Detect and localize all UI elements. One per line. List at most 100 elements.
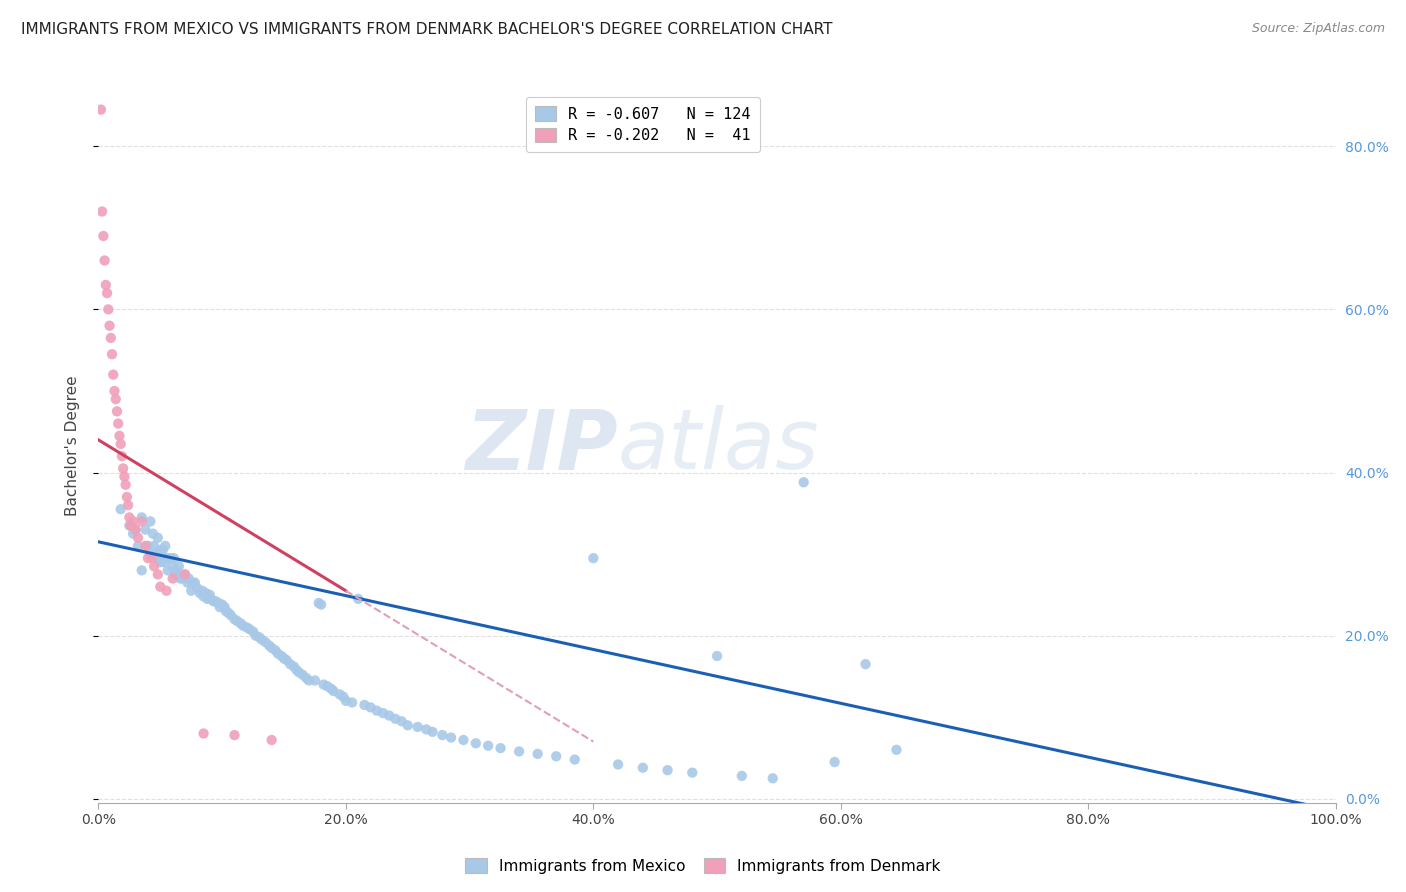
- Point: [208, 600, 231, 615]
- Point: [146, 567, 169, 582]
- Point: [304, 673, 326, 688]
- Point: [180, 583, 202, 598]
- Point: [202, 594, 225, 608]
- Point: [406, 720, 429, 734]
- Point: [260, 733, 283, 747]
- Point: [657, 763, 679, 777]
- Point: [217, 606, 239, 620]
- Text: Source: ZipAtlas.com: Source: ZipAtlas.com: [1251, 22, 1385, 36]
- Point: [582, 551, 605, 566]
- Point: [308, 596, 330, 610]
- Point: [312, 677, 335, 691]
- Point: [360, 700, 382, 714]
- Point: [141, 551, 163, 566]
- Point: [316, 679, 339, 693]
- Point: [159, 551, 181, 566]
- Point: [464, 736, 486, 750]
- Point: [276, 653, 298, 667]
- Point: [177, 572, 200, 586]
- Point: [415, 723, 437, 737]
- Point: [103, 384, 125, 398]
- Point: [146, 531, 169, 545]
- Point: [105, 404, 128, 418]
- Point: [236, 620, 259, 634]
- Point: [226, 614, 249, 628]
- Point: [122, 526, 145, 541]
- Point: [165, 563, 187, 577]
- Point: [155, 583, 177, 598]
- Point: [149, 580, 172, 594]
- Point: [165, 567, 187, 582]
- Point: [319, 681, 342, 696]
- Point: [124, 523, 146, 537]
- Point: [155, 539, 177, 553]
- Point: [174, 567, 197, 582]
- Point: [127, 531, 149, 545]
- Point: [681, 765, 703, 780]
- Point: [238, 622, 260, 636]
- Point: [152, 543, 174, 558]
- Point: [340, 696, 363, 710]
- Point: [322, 684, 344, 698]
- Point: [176, 575, 198, 590]
- Point: [120, 518, 142, 533]
- Point: [335, 694, 357, 708]
- Point: [156, 563, 179, 577]
- Point: [118, 518, 141, 533]
- Point: [96, 286, 118, 301]
- Point: [142, 526, 165, 541]
- Point: [91, 204, 114, 219]
- Point: [224, 612, 246, 626]
- Point: [149, 555, 172, 569]
- Point: [564, 753, 586, 767]
- Point: [347, 591, 370, 606]
- Point: [143, 547, 166, 561]
- Point: [546, 749, 568, 764]
- Point: [155, 551, 177, 566]
- Point: [250, 632, 273, 647]
- Point: [114, 477, 136, 491]
- Point: [353, 698, 375, 712]
- Point: [371, 706, 394, 720]
- Point: [143, 559, 166, 574]
- Point: [186, 582, 208, 596]
- Point: [391, 714, 413, 729]
- Point: [112, 461, 135, 475]
- Point: [163, 551, 186, 566]
- Point: [288, 665, 311, 680]
- Point: [191, 583, 214, 598]
- Point: [97, 302, 120, 317]
- Point: [139, 547, 162, 561]
- Point: [278, 657, 301, 672]
- Point: [90, 103, 112, 117]
- Point: [247, 630, 270, 644]
- Point: [169, 572, 191, 586]
- Point: [134, 523, 156, 537]
- Text: atlas: atlas: [619, 406, 820, 486]
- Point: [153, 555, 176, 569]
- Point: [131, 510, 153, 524]
- Point: [267, 647, 290, 661]
- Point: [508, 744, 530, 758]
- Point: [245, 629, 267, 643]
- Point: [706, 648, 728, 663]
- Point: [193, 590, 215, 604]
- Point: [489, 741, 512, 756]
- Point: [162, 559, 184, 574]
- Text: IMMIGRANTS FROM MEXICO VS IMMIGRANTS FROM DENMARK BACHELOR'S DEGREE CORRELATION : IMMIGRANTS FROM MEXICO VS IMMIGRANTS FRO…: [21, 22, 832, 37]
- Point: [94, 277, 117, 292]
- Point: [193, 726, 215, 740]
- Point: [731, 769, 754, 783]
- Point: [122, 515, 145, 529]
- Point: [200, 591, 222, 606]
- Point: [134, 539, 156, 553]
- Point: [117, 498, 139, 512]
- Point: [824, 755, 846, 769]
- Text: ZIP: ZIP: [465, 406, 619, 486]
- Point: [254, 635, 277, 649]
- Point: [93, 253, 115, 268]
- Point: [174, 567, 197, 582]
- Point: [332, 690, 354, 704]
- Point: [264, 643, 287, 657]
- Point: [111, 449, 134, 463]
